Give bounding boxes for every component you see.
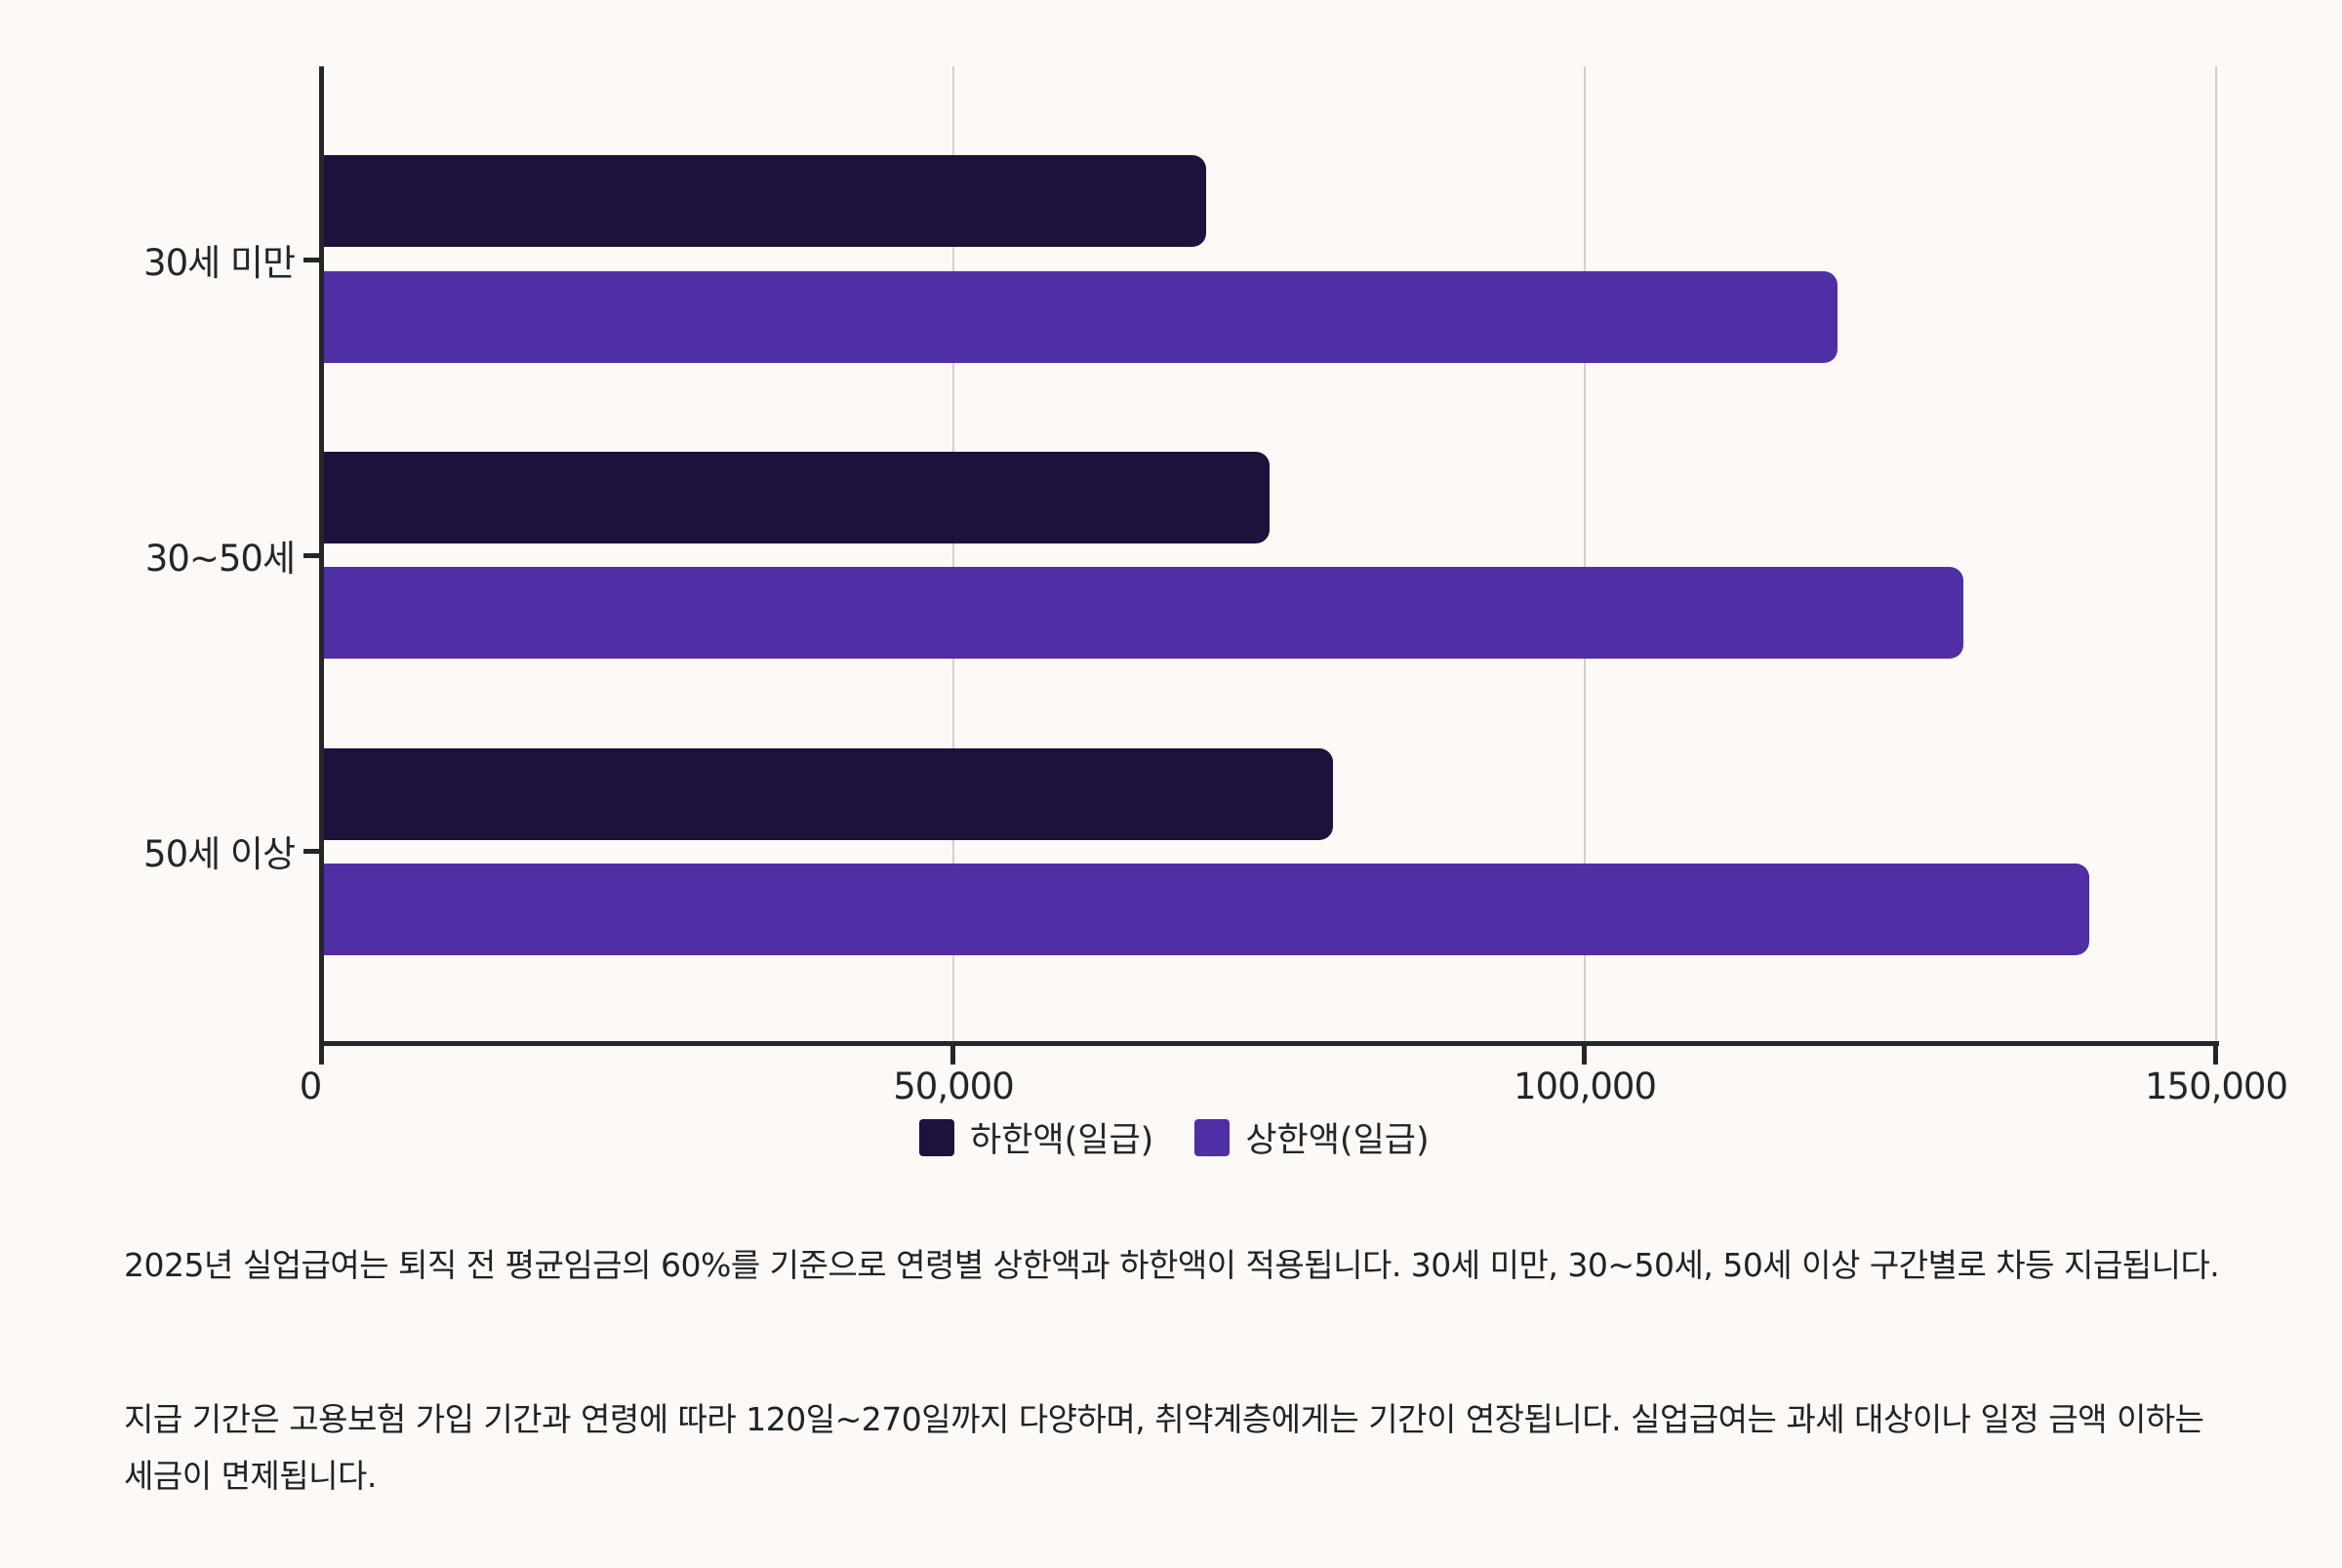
legend-swatch-lower [919, 1118, 954, 1156]
y-tick [303, 849, 321, 854]
chart-legend: 하한액(일급) 상한액(일급) [919, 1112, 1471, 1162]
bar-lower-over-50[interactable] [323, 748, 1333, 840]
x-axis [319, 1041, 2219, 1046]
x-label-150000: 150,000 [2144, 1065, 2288, 1107]
y-tick [303, 258, 321, 262]
x-tick [950, 1041, 955, 1065]
gridline-100000 [1584, 66, 1586, 1042]
bar-upper-under-30[interactable] [323, 271, 1837, 363]
gridline-50000 [952, 66, 954, 1042]
gridline-150000 [2215, 66, 2217, 1042]
bar-lower-30-50[interactable] [323, 452, 1270, 543]
y-label-under-30: 30세 미만 [143, 242, 296, 284]
bar-upper-over-50[interactable] [323, 864, 2089, 955]
x-label-100000: 100,000 [1513, 1065, 1657, 1107]
y-tick [303, 553, 321, 558]
x-tick [2213, 1041, 2218, 1065]
x-label-50000: 50,000 [893, 1065, 1014, 1107]
y-label-over-50: 50세 이상 [143, 833, 296, 875]
description-paragraph-2: 지급 기간은 고용보험 가입 기간과 연령에 따라 120일~270일까지 다양… [124, 1400, 2204, 1495]
legend-item-upper[interactable]: 상한액(일급) [1194, 1112, 1430, 1162]
bar-upper-30-50[interactable] [323, 567, 1963, 659]
legend-label-upper: 상한액(일급) [1245, 1121, 1430, 1160]
description-paragraph-1: 2025년 실업급여는 퇴직 전 평균임금의 60%를 기준으로 연령별 상한액… [124, 1246, 2220, 1284]
y-axis [319, 66, 324, 1047]
legend-item-lower[interactable]: 하한액(일급) [919, 1112, 1153, 1162]
x-tick [319, 1041, 324, 1065]
bar-lower-under-30[interactable] [323, 155, 1206, 247]
legend-swatch-upper [1194, 1118, 1231, 1156]
bar-chart: 30세 미만 30~50세 50세 이상 0 50,000 100,000 15… [143, 66, 2288, 1162]
y-label-30-50: 30~50세 [144, 538, 296, 580]
x-tick [1582, 1041, 1587, 1065]
x-label-0: 0 [299, 1065, 323, 1107]
legend-label-lower: 하한액(일급) [970, 1121, 1154, 1160]
